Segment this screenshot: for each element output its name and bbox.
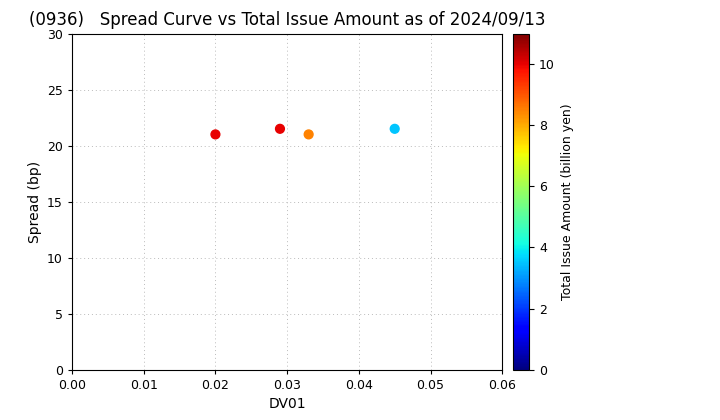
Title: (0936)   Spread Curve vs Total Issue Amount as of 2024/09/13: (0936) Spread Curve vs Total Issue Amoun…: [29, 11, 545, 29]
Y-axis label: Spread (bp): Spread (bp): [27, 160, 42, 243]
Point: [210, 131, 221, 138]
Point: [389, 126, 400, 132]
Y-axis label: Total Issue Amount (billion yen): Total Issue Amount (billion yen): [561, 103, 574, 300]
X-axis label: DV01: DV01: [269, 397, 306, 411]
Point: [303, 131, 315, 138]
Point: [274, 126, 286, 132]
